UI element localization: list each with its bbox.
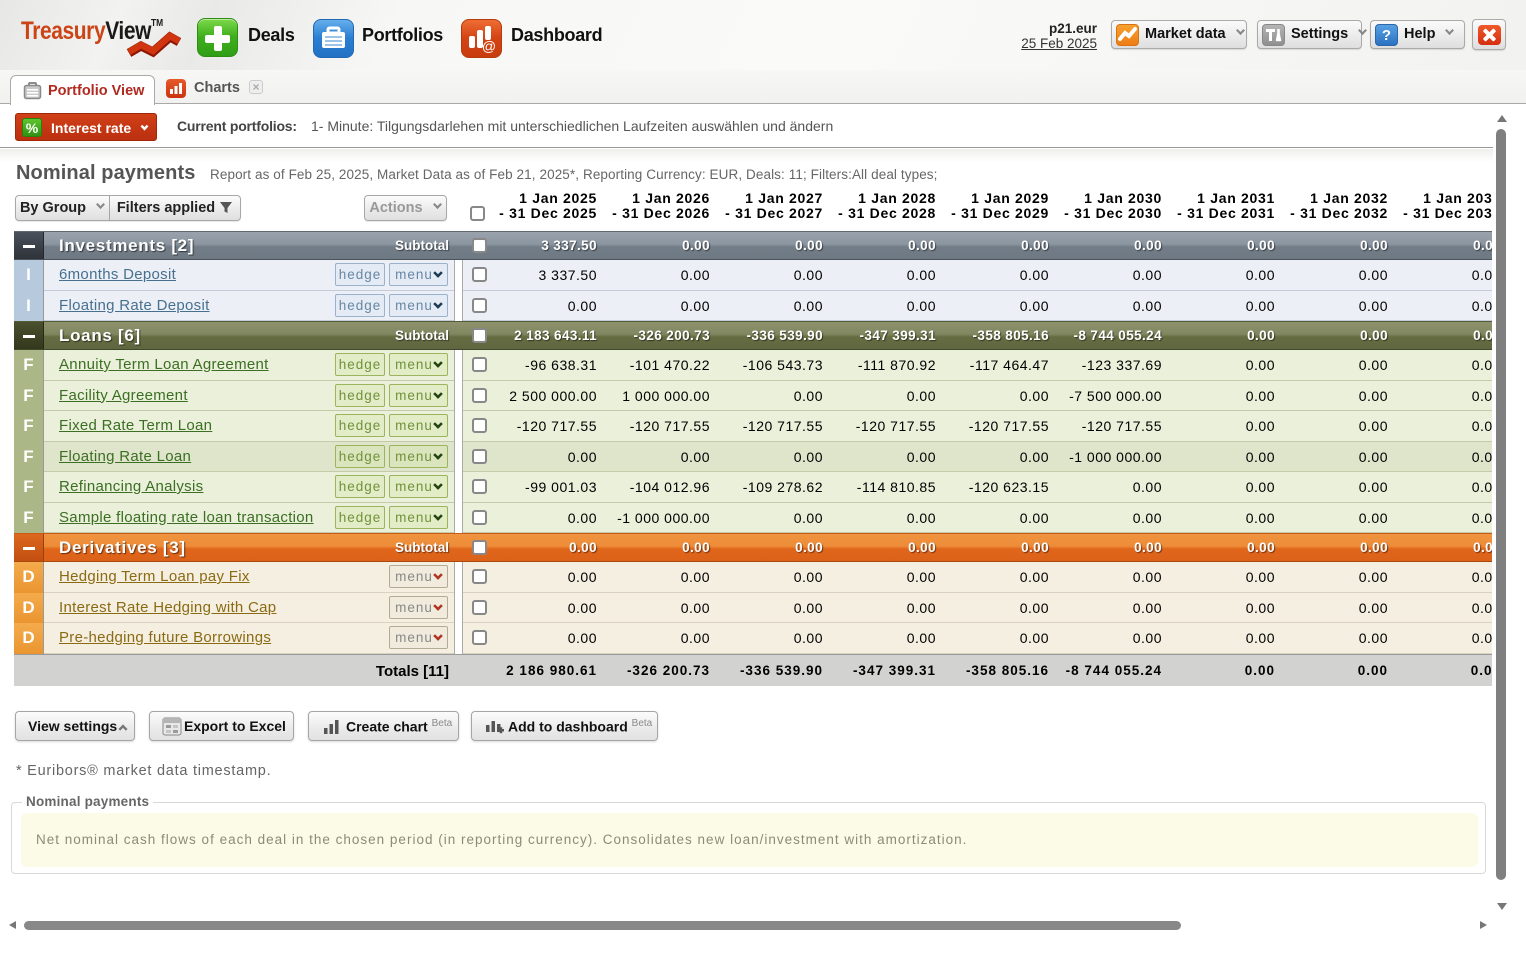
svg-text:@: @ <box>482 38 496 54</box>
